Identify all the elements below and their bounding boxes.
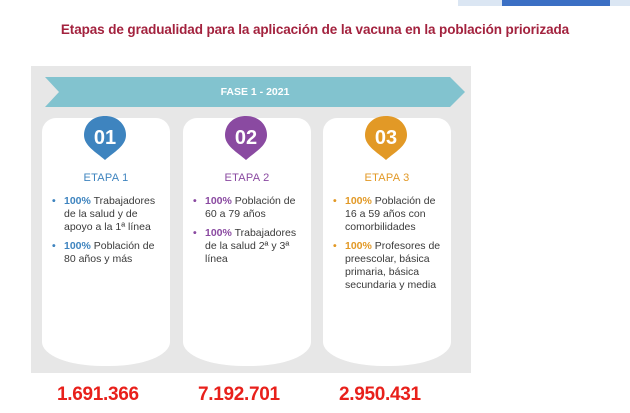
list-item: • 100% Población de 60 a 79 años: [183, 195, 305, 221]
stage-label: ETAPA 3: [364, 172, 410, 184]
stage-3-total: 2.950.431: [339, 384, 421, 405]
bullet-icon: •: [52, 240, 56, 252]
item-text: Población de 60 a 79 años: [205, 195, 296, 220]
stage-card-2: 02 ETAPA 2 • 100% Población de 60 a 79 a…: [183, 116, 311, 366]
item-text: Profesores de preescolar, básica primari…: [345, 240, 441, 291]
page-title: Etapas de gradualidad para la aplicación…: [60, 22, 570, 37]
stage-items: • 100% Población de 60 a 79 años • 100% …: [183, 195, 311, 272]
item-text: Trabajadores de la salud y de apoyo a la…: [64, 195, 156, 233]
bullet-icon: •: [333, 240, 337, 252]
bullet-icon: •: [193, 227, 197, 239]
stage-items: • 100% Población de 16 a 59 años con com…: [323, 195, 451, 298]
top-accent-light-right: [610, 0, 630, 6]
stage-number: 01: [93, 127, 117, 149]
location-pin-icon: [225, 116, 267, 160]
list-item: • 100% Trabajadores de la salud y de apo…: [42, 195, 164, 234]
list-item: • 100% Profesores de preescolar, básica …: [323, 240, 445, 292]
stage-items: • 100% Trabajadores de la salud y de apo…: [42, 195, 170, 272]
list-item: • 100% Población de 80 años y más: [42, 240, 164, 266]
stage-number: 03: [374, 127, 398, 149]
stage-label: ETAPA 1: [83, 172, 129, 184]
percentage: 100%: [345, 240, 372, 252]
bullet-icon: •: [52, 195, 56, 207]
location-pin-icon: [84, 116, 126, 160]
percentage: 100%: [205, 227, 232, 239]
list-item: • 100% Población de 16 a 59 años con com…: [323, 195, 445, 234]
item-text: Población de 16 a 59 años con comorbilid…: [345, 195, 436, 233]
top-accent-blue: [502, 0, 610, 6]
percentage: 100%: [64, 195, 91, 207]
stage-card-3: 03 ETAPA 3 • 100% Población de 16 a 59 a…: [323, 116, 451, 366]
item-text: Población de 80 años y más: [64, 240, 155, 265]
stage-card-1: 01 ETAPA 1 • 100% Trabajadores de la sal…: [42, 116, 170, 366]
bullet-icon: •: [333, 195, 337, 207]
stage-label: ETAPA 2: [224, 172, 270, 184]
item-text: Trabajadores de la salud 2ª y 3ª línea: [205, 227, 297, 265]
stage-2-total: 7.192.701: [198, 384, 280, 405]
bullet-icon: •: [193, 195, 197, 207]
stage-number: 02: [234, 127, 258, 149]
list-item: • 100% Trabajadores de la salud 2ª y 3ª …: [183, 227, 305, 266]
percentage: 100%: [64, 240, 91, 252]
percentage: 100%: [205, 195, 232, 207]
phase-banner-arrow: [45, 77, 465, 107]
top-accent-light: [458, 0, 502, 6]
phase-label: FASE 1 - 2021: [220, 86, 290, 98]
location-pin-icon: [365, 116, 407, 160]
percentage: 100%: [345, 195, 372, 207]
stage-1-total: 1.691.366: [57, 384, 139, 405]
